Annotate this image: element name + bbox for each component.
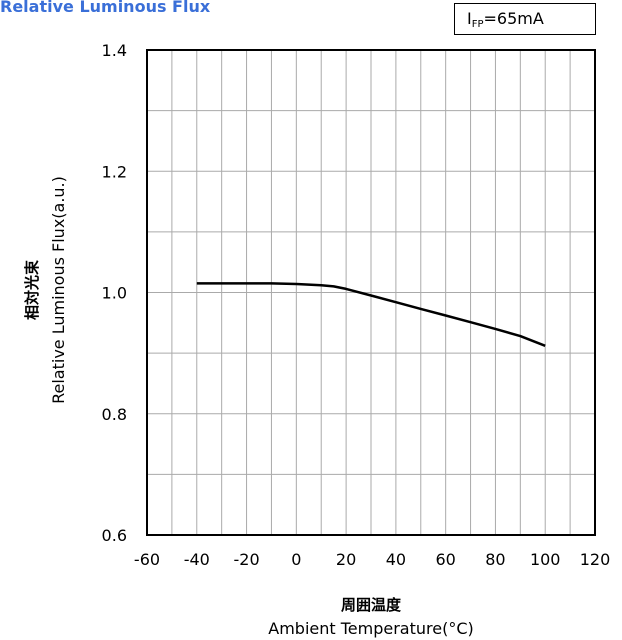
condition-symbol: I (467, 9, 472, 28)
y-tick-label: 1.2 (102, 162, 127, 181)
x-tick-label: -20 (233, 550, 259, 569)
y-tick-label: 0.8 (102, 405, 127, 424)
x-tick-label: 80 (485, 550, 505, 569)
condition-value: =65mA (483, 9, 544, 28)
y-tick-label: 1.4 (102, 41, 127, 60)
tick-labels: -60 -40 -20 0 20 40 60 80 100 120 0.6 0.8 1.0 1.2 1.4 (102, 41, 611, 569)
x-tick-label: 120 (580, 550, 611, 569)
x-tick-label: 40 (386, 550, 406, 569)
plot-frame (146, 49, 596, 536)
condition-subscript: FP (471, 19, 484, 30)
x-tick-label: 100 (530, 550, 561, 569)
y-axis-label: Relative Luminous Flux(a.u.) (49, 176, 68, 404)
x-tick-label: 60 (435, 550, 455, 569)
chart-title: Relative Luminous Flux (0, 0, 211, 16)
y-tick-label: 1.0 (102, 284, 127, 303)
grid (147, 50, 595, 535)
x-tick-label: -60 (134, 550, 160, 569)
condition-box: IFP=65mA (454, 3, 596, 35)
x-tick-label: 20 (336, 550, 356, 569)
y-axis-label-cn: 相対光束 (23, 259, 41, 320)
y-tick-label: 0.6 (102, 526, 127, 545)
x-tick-label: 0 (291, 550, 301, 569)
x-tick-label: -40 (184, 550, 210, 569)
series-layer (196, 282, 546, 347)
x-axis-label-cn: 周囲温度 (341, 596, 402, 614)
series-line (196, 282, 546, 347)
x-axis-label: Ambient Temperature(°C) (268, 619, 473, 638)
